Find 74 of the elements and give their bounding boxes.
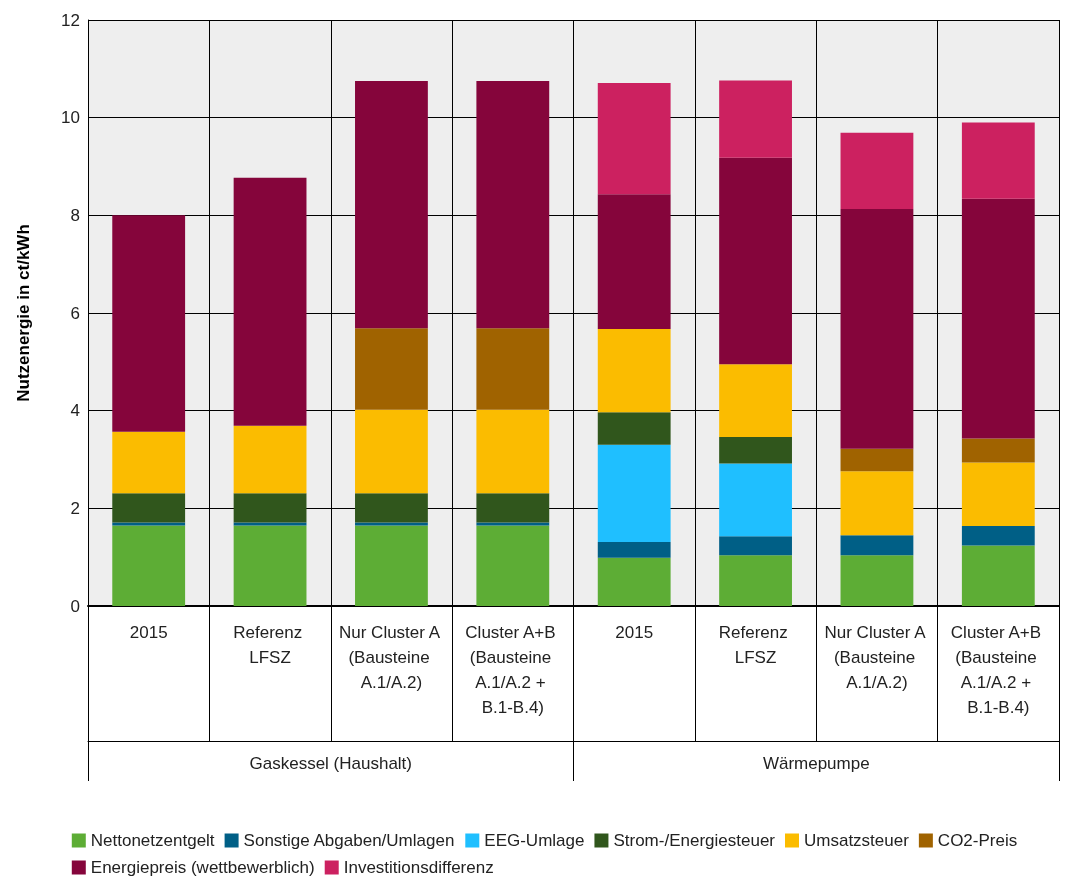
bar [476,522,550,526]
bar [840,555,914,606]
text: Gaskessel (Haushalt) [249,754,413,773]
bar [961,525,1035,546]
bar [719,437,792,464]
legend-label: Energiepreis (wettbewerblich) [90,858,315,877]
bar [476,328,550,410]
y-tick-label: 10 [61,108,80,128]
bar [961,438,1035,463]
bar [840,471,914,536]
y-tick-label: 4 [70,401,80,421]
y-tick-label: 12 [61,10,80,30]
bar [355,493,428,523]
bar [719,463,792,537]
bar [233,493,307,523]
bar [719,364,792,438]
bar [597,83,671,195]
x-tick-label: Nur Cluster A (Bausteine A.1/A.2) [824,623,930,692]
bar [476,493,550,523]
bar [355,525,428,606]
bar [355,522,428,526]
y-tick-label: 6 [70,303,80,323]
bar [233,525,307,606]
bar [355,409,428,494]
bar [233,425,307,494]
legend-label: Umsatzsteuer [804,831,910,850]
bar [840,208,914,449]
bar [840,448,914,472]
bar [112,431,186,494]
bar [597,542,671,558]
bar [597,412,671,445]
x-tick-label: Referenz LFSZ [233,623,307,667]
legend-label: Investitionsdifferenz [343,858,494,877]
x-tick-label: 2015 [129,623,168,642]
bar [597,557,671,606]
bar [719,555,792,606]
y-tick-label: 2 [70,498,80,518]
y-axis-title: Nutzenergie in ct/kWh [14,224,33,402]
bar [476,409,550,494]
bar [961,198,1035,439]
bar [476,525,550,606]
bar [961,462,1035,526]
legend-label: Sonstige Abgaben/Umlagen [243,831,455,850]
bar [597,329,671,413]
y-tick-label: 0 [70,596,80,616]
bar [719,157,792,365]
bar [355,81,428,329]
legend-label: Strom-/Energiesteuer [613,831,776,850]
bar [112,493,186,523]
x-tick-label: Cluster A+B (Bausteine A.1/A.2 + B.1-B.4) [465,623,561,717]
x-tick-label: Referenz LFSZ [718,623,793,667]
legend-label: Nettonetzentgelt [90,831,215,850]
bar [476,81,550,329]
text: Wärmepumpe [762,754,870,773]
bar [961,545,1035,606]
x-tick-label: 2015 [615,623,654,642]
bar [840,132,914,209]
y-tick-label: 8 [70,205,80,225]
bar [355,328,428,410]
bar [719,536,792,556]
bar [112,215,186,432]
x-tick-label: Nur Cluster A (Bausteine A.1/A.2) [339,623,444,692]
bar [233,177,307,426]
legend-label: CO2-Preis [937,831,1018,850]
bar [597,194,671,330]
bar [719,80,792,158]
x-tick-label: Cluster A+B (Bausteine A.1/A.2 + B.1-B.4) [950,623,1046,717]
bar [840,535,914,556]
bar [112,522,186,526]
bar [961,122,1035,199]
legend-label: EEG-Umlage [484,831,585,850]
bar [233,522,307,526]
bar [112,525,186,606]
bar [597,444,671,543]
